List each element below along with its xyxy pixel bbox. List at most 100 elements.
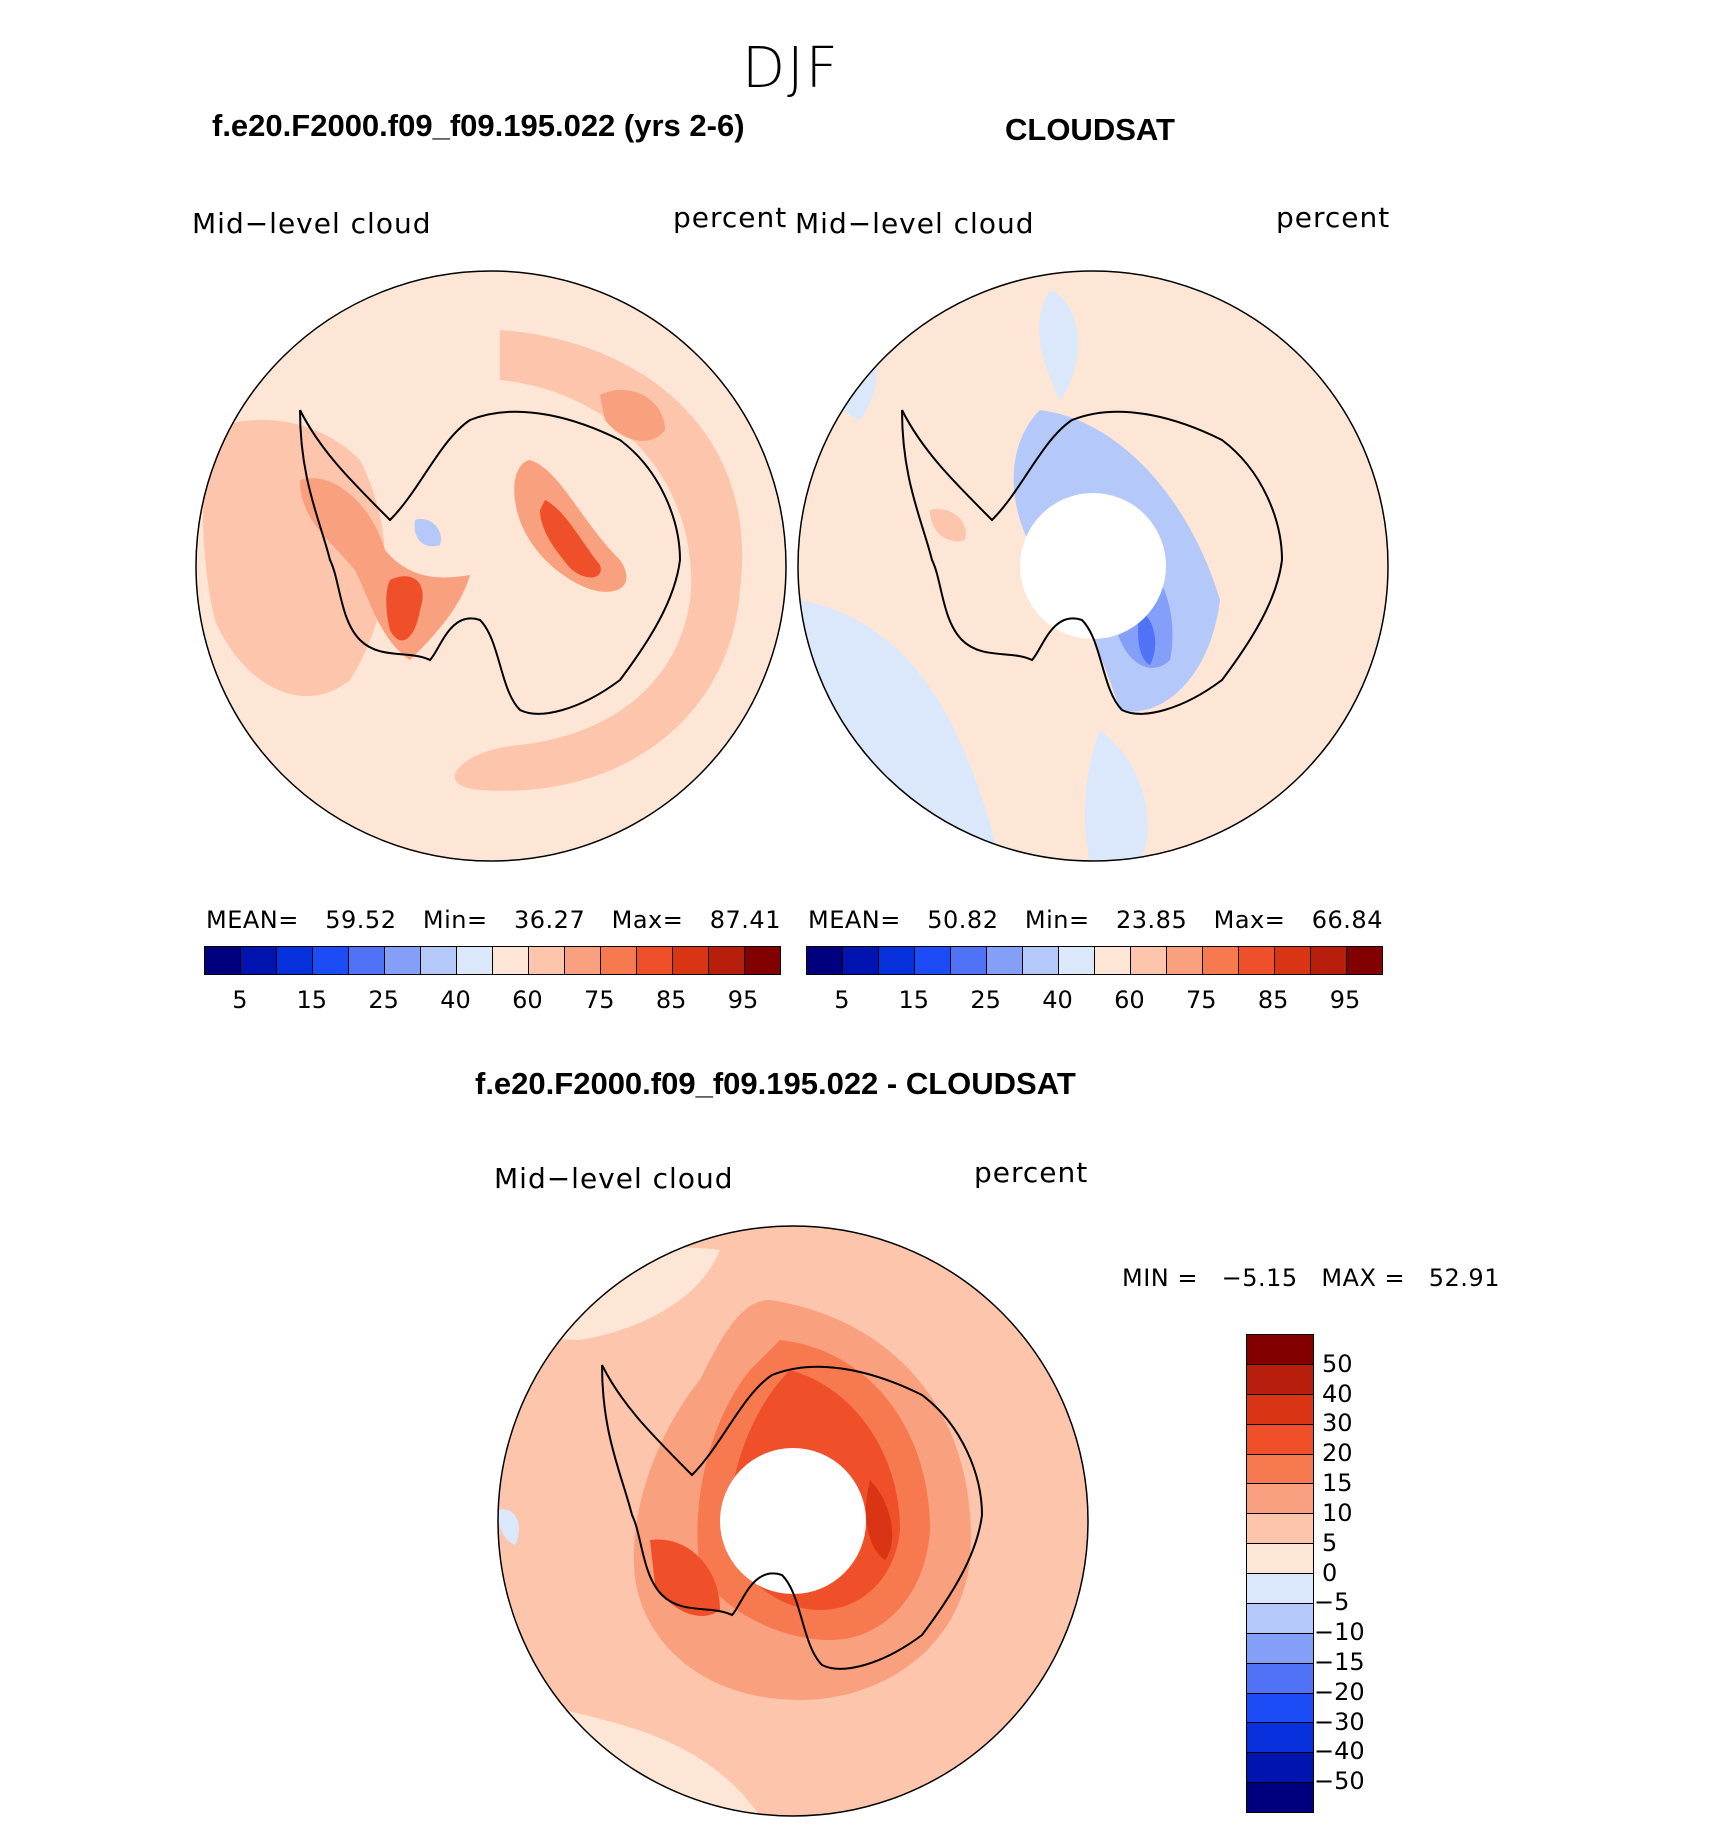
obs-map <box>798 271 1388 861</box>
obs-min-label: Min= <box>1024 906 1090 934</box>
model-colorbar-ticks: 5 15 25 40 60 75 85 95 <box>204 986 779 1016</box>
obs-colorbar-swatch-7 <box>1059 947 1095 974</box>
model-coast <box>299 409 682 715</box>
obs-colorbar-swatch-13 <box>1275 947 1311 974</box>
obs-colorbar-tick-label: 85 <box>1257 986 1289 1014</box>
obs-colorbar-swatch-2 <box>879 947 915 974</box>
diff-colorbar-swatch-14 <box>1247 1753 1313 1784</box>
diff-max-label: MAX = <box>1321 1264 1406 1292</box>
diff-colorbar-swatch-8 <box>1247 1574 1313 1604</box>
model-colorbar-tick-label: 95 <box>727 986 759 1014</box>
obs-units: percent <box>1276 201 1391 234</box>
diff-colorbar-swatch-4 <box>1247 1454 1313 1485</box>
diff-max-value: 52.91 <box>1428 1264 1500 1292</box>
obs-colorbar-tick-label: 15 <box>898 986 930 1014</box>
model-colorbar-swatch-5 <box>385 947 421 974</box>
diff-colorbar-swatch-5 <box>1247 1484 1313 1515</box>
model-colorbar-swatch-10 <box>565 947 601 974</box>
model-colorbar-swatch-4 <box>349 947 385 974</box>
diff-colorbar-swatch-6 <box>1247 1514 1313 1545</box>
model-colorbar-tick-label: 25 <box>368 986 399 1014</box>
model-colorbar-swatch-12 <box>637 947 673 974</box>
model-colorbar-tick-label: 40 <box>440 986 471 1014</box>
model-colorbar-tick-label: 15 <box>296 986 328 1014</box>
diff-min-label: MIN = <box>1122 1264 1198 1292</box>
obs-colorbar-swatch-3 <box>915 947 951 974</box>
model-colorbar-swatch-15 <box>745 947 780 974</box>
diff-colorbar-tick-label: −20 <box>1314 1677 1365 1706</box>
model-min-label: Min= <box>422 906 488 934</box>
diff-dark-core <box>865 1480 893 1560</box>
model-heading: f.e20.F2000.f09_f09.195.022 (yrs 2-6) <box>212 108 745 143</box>
model-colorbar-swatch-8 <box>493 947 529 974</box>
model-min-value: 36.27 <box>514 906 586 934</box>
diff-west-red <box>650 1539 720 1616</box>
diff-blue-nw <box>520 1249 610 1289</box>
model-field-label: Mid−level cloud <box>192 207 432 240</box>
diff-min-value: −5.15 <box>1221 1264 1298 1292</box>
obs-colorbar-swatch-9 <box>1131 947 1167 974</box>
diff-map-border <box>497 1225 1089 1817</box>
diff-coast <box>601 1364 984 1670</box>
diff-map <box>498 1226 1088 1816</box>
model-colorbar-tick-label: 85 <box>655 986 687 1014</box>
model-colorbar-tick-label: 5 <box>232 986 248 1014</box>
diff-colorbar-swatch-2 <box>1247 1394 1313 1425</box>
model-colorbar-swatch-13 <box>673 947 709 974</box>
obs-colorbar-ticks: 5 15 25 40 60 75 85 95 <box>806 986 1381 1016</box>
model-map <box>196 271 786 861</box>
obs-coast <box>901 409 1284 715</box>
diff-stats: MIN = −5.15 MAX = 52.91 <box>1122 1264 1500 1292</box>
obs-mean-label: MEAN= <box>808 906 901 934</box>
diff-colorbar-ticks: 50 40 30 20 15 10 5 0 −5 −10 −15 −20 −30 −40 −50 <box>1314 1334 1432 1811</box>
obs-max-value: 66.84 <box>1311 906 1383 934</box>
diff-colorbar <box>1246 1334 1314 1813</box>
model-colorbar-swatch-1 <box>241 947 277 974</box>
diff-colorbar-swatch-13 <box>1247 1723 1313 1754</box>
diff-colorbar-tick-label: −30 <box>1314 1707 1365 1736</box>
model-colorbar-swatch-6 <box>421 947 457 974</box>
model-peninsula-orange <box>300 478 470 660</box>
diff-colorbar-tick-label: 20 <box>1322 1439 1353 1468</box>
model-colorbar <box>204 946 781 975</box>
diff-colorbar-tick-label: −5 <box>1314 1588 1350 1617</box>
diff-colorbar-tick-label: 15 <box>1322 1469 1353 1498</box>
obs-stats: MEAN= 50.82 Min= 23.85 Max= 66.84 <box>808 906 1383 934</box>
diff-blue-west <box>498 1509 519 1545</box>
obs-interior-deep-blue <box>1138 610 1156 665</box>
diff-colorbar-tick-label: 0 <box>1322 1558 1338 1587</box>
diff-colorbar-swatch-0 <box>1247 1335 1313 1365</box>
model-max-label: Max= <box>611 906 684 934</box>
diff-colorbar-tick-label: −15 <box>1314 1647 1365 1676</box>
obs-colorbar-tick-label: 25 <box>970 986 1001 1014</box>
obs-heading: CLOUDSAT <box>1005 112 1175 147</box>
model-east-red <box>540 500 601 578</box>
diff-colorbar-swatch-3 <box>1247 1424 1313 1455</box>
obs-south-blue <box>1084 730 1148 861</box>
diff-polar-hole <box>720 1448 866 1594</box>
obs-map-border <box>797 270 1389 862</box>
diff-colorbar-swatch-15 <box>1247 1783 1313 1812</box>
diff-colorbar-swatch-7 <box>1247 1544 1313 1574</box>
model-colorbar-swatch-7 <box>457 947 493 974</box>
obs-field-label: Mid−level cloud <box>795 207 1035 240</box>
model-outer-ring <box>454 330 743 791</box>
diff-colorbar-tick-label: 40 <box>1322 1379 1353 1408</box>
obs-colorbar-swatch-1 <box>843 947 879 974</box>
model-stats: MEAN= 59.52 Min= 36.27 Max= 87.41 <box>206 906 781 934</box>
diff-colorbar-tick-label: −40 <box>1314 1737 1365 1766</box>
obs-colorbar-tick-label: 5 <box>834 986 850 1014</box>
diff-colorbar-tick-label: −50 <box>1314 1767 1365 1796</box>
obs-colorbar-swatch-12 <box>1239 947 1275 974</box>
model-map-border <box>195 270 787 862</box>
obs-colorbar-swatch-11 <box>1203 947 1239 974</box>
obs-mean-value: 50.82 <box>927 906 999 934</box>
model-colorbar-swatch-2 <box>277 947 313 974</box>
obs-north-blue <box>1039 290 1079 400</box>
model-units: percent <box>673 201 788 234</box>
model-colorbar-swatch-3 <box>313 947 349 974</box>
figure-title: DJF <box>742 36 840 101</box>
obs-colorbar-swatch-10 <box>1167 947 1203 974</box>
diff-colorbar-swatch-9 <box>1247 1603 1313 1634</box>
